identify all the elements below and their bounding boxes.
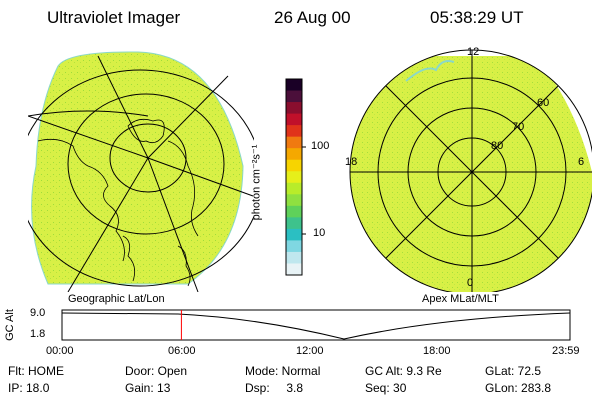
- info-gain: Gain: 13: [125, 381, 171, 395]
- colorbar-tick-10: 10: [313, 227, 326, 239]
- time-tick-1200: 12:00: [296, 345, 324, 357]
- info-glat: GLat: 72.5: [485, 364, 542, 378]
- colorbar-unit-label: photon cm⁻²s⁻¹: [250, 144, 263, 221]
- mlt-label-6: 6: [578, 156, 585, 168]
- time-tick-2359: 23:59: [552, 345, 580, 357]
- lat-label-70: 70: [512, 121, 525, 133]
- uv-field: [31, 51, 244, 285]
- colorbar-cell: [286, 205, 302, 218]
- alt-tick-bottom: 1.8: [30, 328, 46, 340]
- colorbar-cells: [286, 79, 302, 276]
- date-label: 26 Aug 00: [274, 8, 351, 27]
- colorbar-cell: [286, 251, 302, 264]
- geographic-caption: Geographic Lat/Lon: [68, 293, 165, 305]
- time-tick-1800: 18:00: [423, 345, 451, 357]
- info-mode: Mode: Normal: [245, 364, 321, 378]
- colorbar-cell: [286, 217, 302, 230]
- info-flt: Flt: HOME: [8, 364, 64, 378]
- colorbar-cell: [286, 228, 302, 241]
- mlt-label-18: 18: [345, 156, 358, 168]
- altitude-plot: [61, 309, 571, 341]
- gc-alt-axis-label: GC Alt: [3, 309, 16, 341]
- uv-field: [350, 56, 592, 292]
- info-glon: GLon: 283.8: [485, 381, 552, 395]
- colorbar-cell: [286, 159, 302, 172]
- lat-label-60: 60: [537, 97, 550, 109]
- mlt-label-0: 0: [467, 277, 474, 289]
- colorbar-cell: [286, 102, 302, 115]
- colorbar-cell: [286, 171, 302, 184]
- time-label: 05:38:29 UT: [430, 8, 524, 27]
- colorbar-cell: [286, 182, 302, 195]
- info-ip: IP: 18.0: [8, 381, 50, 395]
- apex-image: [349, 49, 592, 292]
- colorbar-cell: [286, 90, 302, 103]
- altitude-curve: [61, 312, 571, 340]
- colorbar-tick-100: 100: [311, 140, 330, 152]
- apex-caption: Apex MLat/MLT: [422, 293, 499, 305]
- colorbar-cell: [286, 263, 302, 276]
- alt-tick-top: 9.0: [30, 307, 46, 319]
- info-seq: Seq: 30: [365, 381, 407, 395]
- colorbar-cell: [286, 136, 302, 149]
- colorbar-cell: [286, 148, 302, 161]
- apex-grid: [349, 49, 592, 292]
- colorbar-cell: [286, 79, 302, 92]
- colorbar: [285, 78, 306, 276]
- mlt-label-12: 12: [467, 46, 480, 58]
- info-door: Door: Open: [125, 364, 188, 378]
- colorbar-cell: [286, 240, 302, 253]
- lat-label-80: 80: [491, 140, 504, 152]
- coastlines: [37, 118, 199, 287]
- info-dsp: Dsp: 3.8: [245, 381, 304, 395]
- instrument-title: Ultraviolet Imager: [47, 8, 181, 27]
- colorbar-cell: [286, 194, 302, 207]
- time-tick-0000: 00:00: [46, 345, 74, 357]
- colorbar-cell: [286, 113, 302, 126]
- colorbar-cell: [286, 125, 302, 138]
- info-gc-alt: GC Alt: 9.3 Re: [365, 364, 442, 378]
- lat-lon-grid: [28, 55, 254, 292]
- geographic-image: [28, 51, 254, 292]
- time-tick-0600: 06:00: [168, 345, 196, 357]
